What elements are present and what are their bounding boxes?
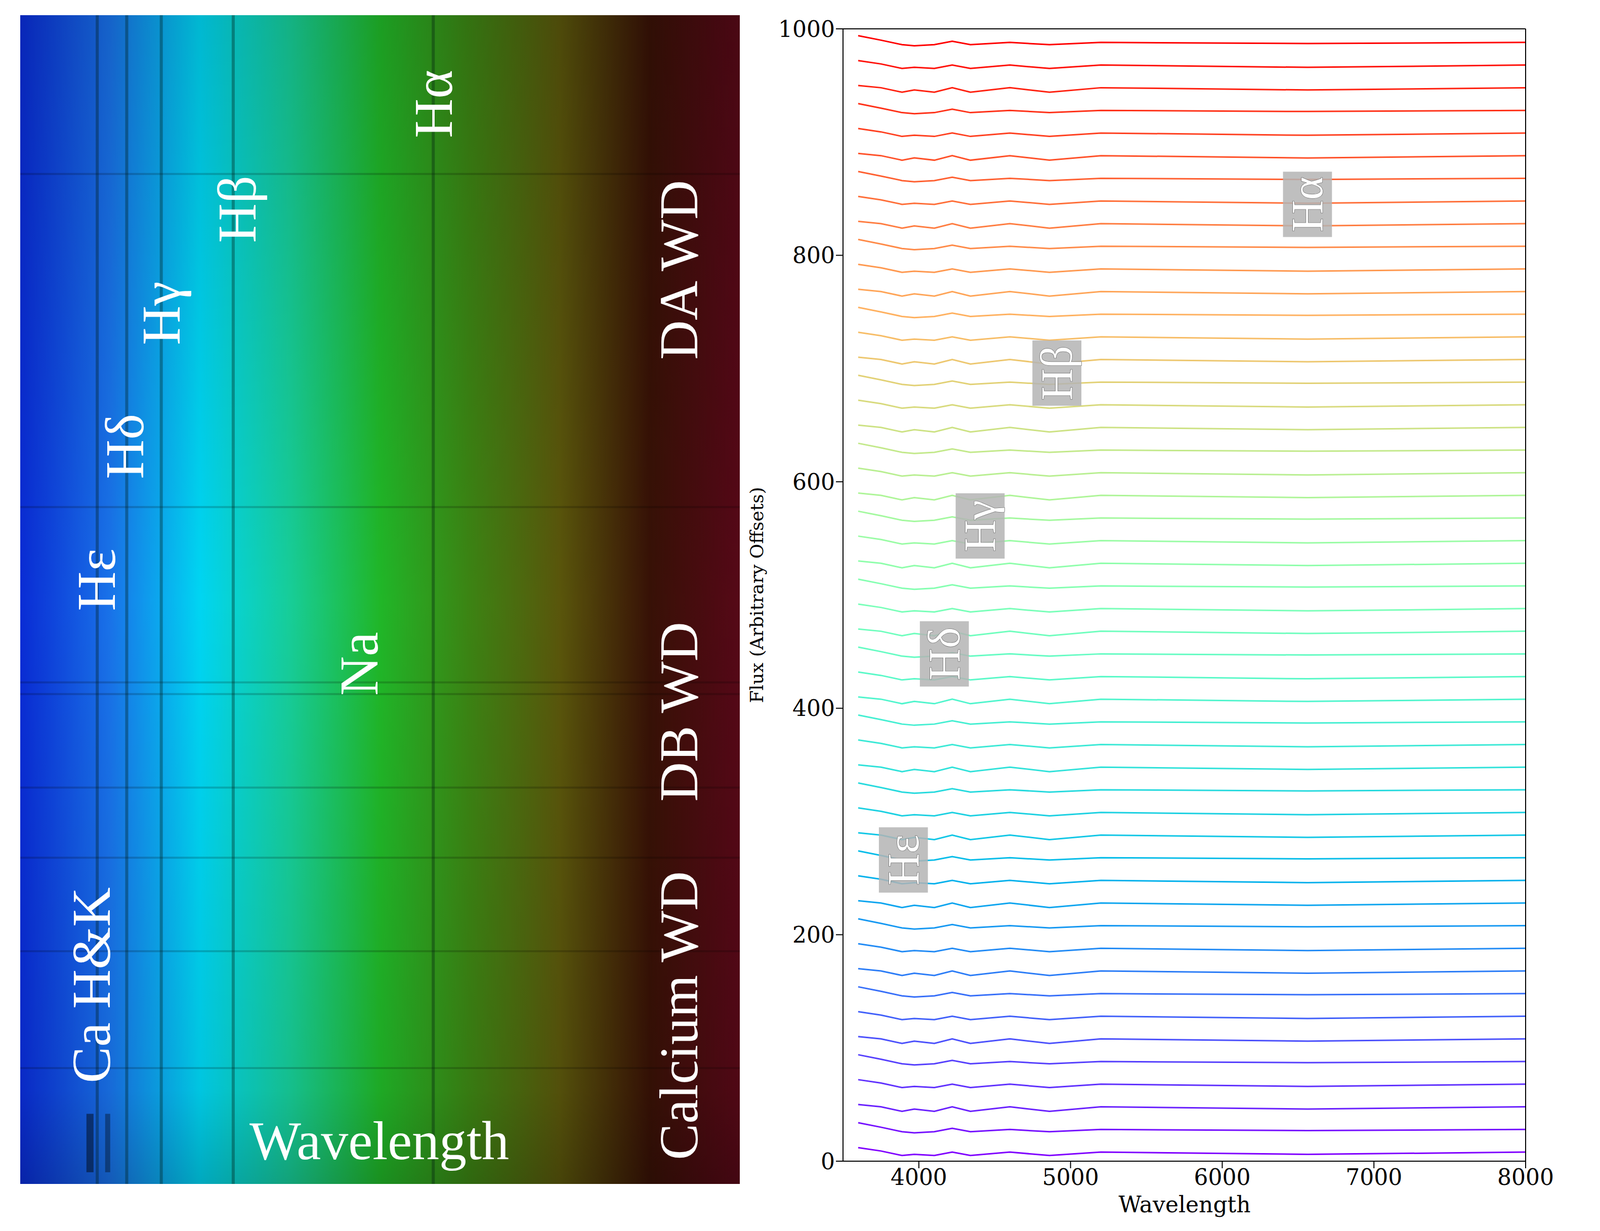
svg-text:Hβ: Hβ bbox=[1032, 345, 1082, 401]
html-text:Flux (Arbitrary Offsets): Flux (Arbitrary Offsets) bbox=[746, 486, 768, 703]
svg-text:800: 800 bbox=[792, 242, 835, 269]
svg-text:Hε: Hε bbox=[66, 548, 127, 611]
svg-text:7000: 7000 bbox=[1345, 1164, 1403, 1191]
svg-text:400: 400 bbox=[792, 695, 835, 722]
svg-text:Hγ: Hγ bbox=[131, 281, 192, 346]
svg-text:Hα: Hα bbox=[1282, 176, 1332, 233]
html-text:Wavelength: Wavelength bbox=[1118, 1191, 1251, 1218]
svg-text:Wavelength: Wavelength bbox=[249, 1110, 510, 1171]
svg-text:5000: 5000 bbox=[1042, 1164, 1100, 1191]
svg-text:6000: 6000 bbox=[1193, 1164, 1251, 1191]
svg-text:1000: 1000 bbox=[778, 16, 835, 42]
svg-text:DB WD: DB WD bbox=[648, 621, 709, 802]
svg-text:0: 0 bbox=[820, 1148, 835, 1175]
svg-text:Hα: Hα bbox=[403, 69, 464, 139]
svg-text:Hδ: Hδ bbox=[94, 413, 155, 480]
svg-text:8000: 8000 bbox=[1497, 1164, 1554, 1191]
svg-text:600: 600 bbox=[792, 469, 835, 495]
svg-text:Hδ: Hδ bbox=[919, 627, 970, 681]
svg-text:DA WD: DA WD bbox=[648, 180, 709, 360]
svg-text:4000: 4000 bbox=[890, 1164, 948, 1191]
svg-text:200: 200 bbox=[792, 921, 835, 948]
svg-text:Ca H&K: Ca H&K bbox=[61, 887, 122, 1084]
svg-text:Hβ: Hβ bbox=[206, 175, 268, 243]
svg-text:Calcium WD: Calcium WD bbox=[648, 871, 709, 1161]
svg-text:Na: Na bbox=[328, 632, 390, 696]
svg-text:Hε: Hε bbox=[878, 834, 929, 886]
svg-text:Hγ: Hγ bbox=[955, 499, 1005, 552]
